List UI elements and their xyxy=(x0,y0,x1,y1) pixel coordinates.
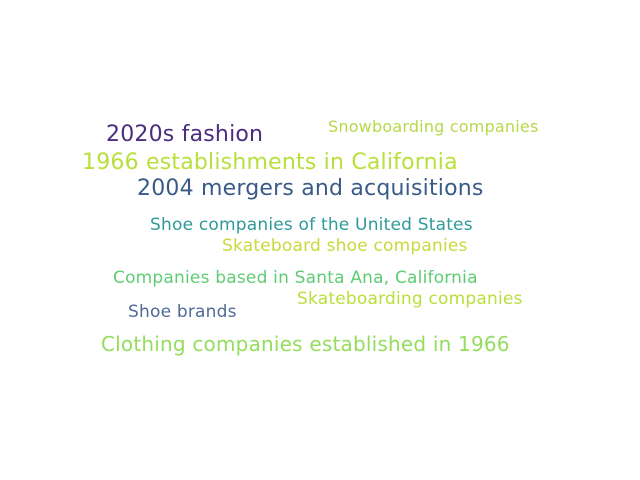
word-shoe-brands: Shoe brands xyxy=(128,302,237,322)
word-snowboarding-companies: Snowboarding companies xyxy=(328,117,539,136)
word-shoe-companies-of-the-united-states: Shoe companies of the United States xyxy=(150,215,473,235)
word-clothing-companies-established-in-1966: Clothing companies established in 1966 xyxy=(101,332,510,356)
word-2004-mergers-and-acquisitions: 2004 mergers and acquisitions xyxy=(137,176,484,201)
word-1966-establishments-in-california: 1966 establishments in California xyxy=(82,150,458,175)
word-2020s-fashion: 2020s fashion xyxy=(106,122,264,147)
word-skateboard-shoe-companies: Skateboard shoe companies xyxy=(222,236,468,256)
word-companies-based-in-santa-ana-california: Companies based in Santa Ana, California xyxy=(113,268,478,288)
word-skateboarding-companies: Skateboarding companies xyxy=(297,289,523,309)
